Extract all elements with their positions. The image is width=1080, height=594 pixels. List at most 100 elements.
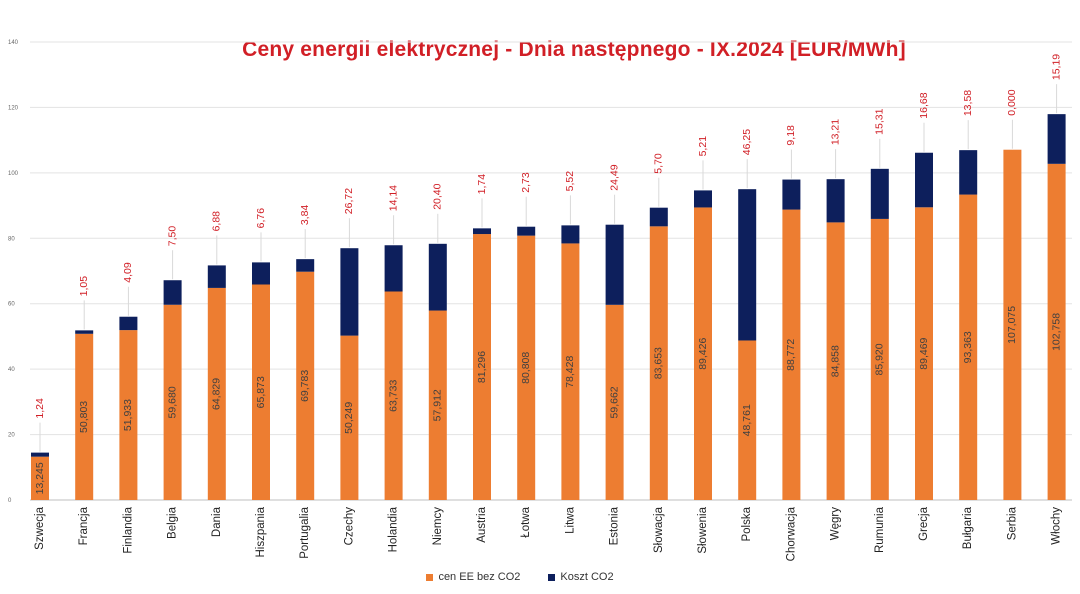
x-tick-label: Litwa xyxy=(564,506,576,533)
bar-co2 xyxy=(428,243,447,311)
data-label-co2: 46,25 xyxy=(741,129,753,155)
bar-co2 xyxy=(1047,114,1066,164)
data-label-co2: 24,49 xyxy=(608,164,620,190)
x-tick-label: Chorwacja xyxy=(785,506,797,561)
data-label-co2: 7,50 xyxy=(166,226,178,247)
data-label-ee: 48,761 xyxy=(741,404,753,436)
bar-co2 xyxy=(31,452,49,457)
x-tick-label: Bułgaria xyxy=(962,506,974,549)
data-label-ee: 59,662 xyxy=(608,386,620,418)
data-label-ee: 102,758 xyxy=(1050,313,1062,351)
bar-ee xyxy=(959,194,978,500)
data-label-ee: 69,783 xyxy=(299,370,311,402)
data-label-ee: 78,428 xyxy=(564,356,576,388)
data-label-co2: 2,73 xyxy=(520,172,532,193)
data-label-co2: 0,000 xyxy=(1006,89,1018,115)
data-label-co2: 15,31 xyxy=(874,108,886,134)
legend-label-ee: cen EE bez CO2 xyxy=(438,571,521,583)
bar-co2 xyxy=(384,245,403,292)
bar-co2 xyxy=(207,265,226,288)
x-tick-label: Serbia xyxy=(1006,506,1018,540)
data-label-co2: 9,18 xyxy=(785,125,797,146)
data-label-co2: 14,14 xyxy=(387,185,399,211)
data-label-co2: 16,68 xyxy=(918,92,930,118)
data-label-ee: 84,858 xyxy=(829,345,841,377)
bar-ee xyxy=(870,218,889,500)
bar-co2 xyxy=(826,179,845,223)
bar-ee xyxy=(207,287,226,500)
bar-co2 xyxy=(75,330,94,334)
bar-co2 xyxy=(782,179,801,210)
x-tick-label: Włochy xyxy=(1051,507,1063,545)
data-label-co2: 20,40 xyxy=(432,183,444,209)
x-tick-label: Dania xyxy=(211,506,223,537)
data-label-co2: 5,21 xyxy=(697,136,709,157)
bar-co2 xyxy=(959,150,978,195)
legend-label-co2: Koszt CO2 xyxy=(560,571,614,583)
x-tick-label: Niemcy xyxy=(432,507,444,546)
bar-ee xyxy=(296,271,315,500)
data-label-ee: 50,803 xyxy=(78,401,90,433)
x-tick-label: Węgry xyxy=(830,507,842,540)
data-label-co2: 6,88 xyxy=(211,211,223,232)
bar-ee xyxy=(473,234,491,500)
data-label-ee: 88,772 xyxy=(785,339,797,371)
data-label-ee: 64,829 xyxy=(211,378,223,410)
data-label-co2: 5,52 xyxy=(564,171,576,192)
x-tick-label: Francja xyxy=(78,506,90,545)
data-label-co2: 13,21 xyxy=(829,119,841,145)
bar-ee xyxy=(384,291,403,500)
data-label-ee: 89,426 xyxy=(697,338,709,370)
bar-co2 xyxy=(649,207,668,227)
x-tick-label: Czechy xyxy=(343,507,355,546)
bar-co2 xyxy=(605,224,624,305)
y-tick-label: 80 xyxy=(8,236,15,242)
x-tick-label: Rumunia xyxy=(874,506,886,553)
bar-ee xyxy=(561,243,580,500)
legend: cen EE bez CO2 Koszt CO2 xyxy=(0,571,1040,583)
data-label-ee: 50,249 xyxy=(343,402,355,434)
data-label-ee: 81,296 xyxy=(476,351,488,383)
data-label-co2: 4,09 xyxy=(122,262,134,283)
data-label-co2: 13,58 xyxy=(962,90,974,116)
x-tick-label: Estonia xyxy=(609,506,621,545)
data-label-co2: 5,70 xyxy=(653,153,665,174)
data-label-co2: 1,05 xyxy=(78,276,90,297)
bar-ee xyxy=(1047,163,1066,501)
y-tick-label: 140 xyxy=(8,40,19,46)
bar-co2 xyxy=(163,280,182,305)
y-tick-label: 100 xyxy=(8,171,19,177)
bar-ee xyxy=(782,209,801,500)
bar-ee xyxy=(1003,149,1022,500)
bar-ee xyxy=(826,222,845,500)
data-label-ee: 80,808 xyxy=(520,352,532,384)
bar-co2 xyxy=(694,190,712,208)
bar-ee xyxy=(738,340,757,500)
data-label-ee: 57,912 xyxy=(432,389,444,421)
x-tick-label: Portugalia xyxy=(299,506,311,558)
y-tick-label: 20 xyxy=(8,433,15,439)
x-tick-label: Grecja xyxy=(918,506,930,540)
bar-ee xyxy=(428,310,447,500)
data-label-ee: 85,920 xyxy=(874,343,886,375)
data-label-co2: 1,74 xyxy=(476,174,488,195)
y-tick-label: 60 xyxy=(8,302,15,308)
y-tick-label: 40 xyxy=(8,367,15,373)
bar-co2 xyxy=(517,226,536,236)
data-label-ee: 63,733 xyxy=(387,380,399,412)
bar-co2 xyxy=(870,168,889,219)
bar-co2 xyxy=(119,316,138,331)
data-label-co2: 6,76 xyxy=(255,208,267,229)
data-label-ee: 59,680 xyxy=(166,386,178,418)
bar-ee xyxy=(340,335,359,500)
bar-co2 xyxy=(296,259,315,272)
bar-ee xyxy=(163,304,182,500)
x-tick-label: Belgia xyxy=(167,506,179,539)
bar-co2 xyxy=(738,189,757,341)
y-tick-label: 0 xyxy=(8,498,12,504)
data-label-ee: 13,245 xyxy=(34,462,46,494)
data-label-ee: 107,075 xyxy=(1006,306,1018,344)
x-tick-label: Finlandia xyxy=(122,506,134,553)
legend-swatch-co2 xyxy=(548,573,556,581)
